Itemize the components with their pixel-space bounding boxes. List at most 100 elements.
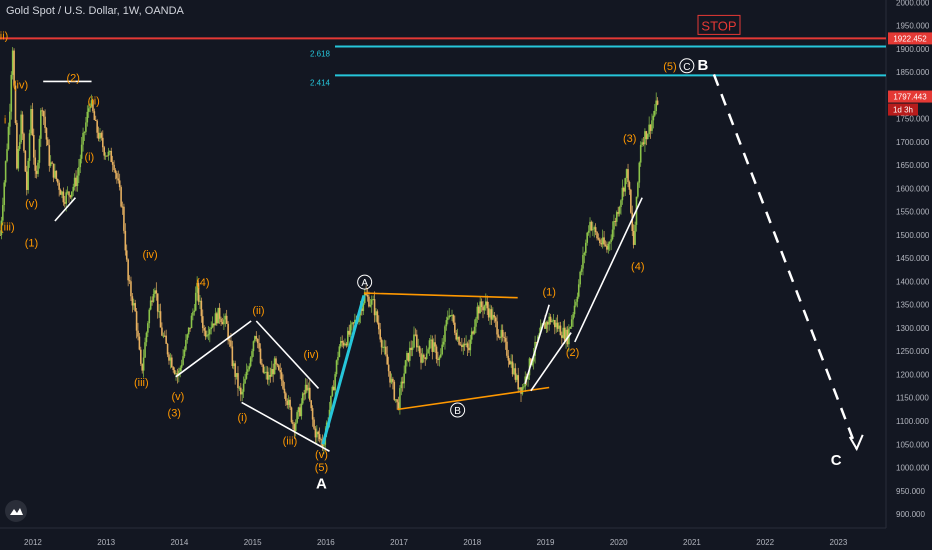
x-tick-label: 2012 (24, 538, 42, 547)
candle-body (59, 189, 62, 195)
candle-body (311, 408, 314, 420)
candle-body (331, 386, 334, 396)
candle-body (106, 155, 108, 157)
candle-body (21, 114, 24, 134)
candle-body (168, 354, 170, 361)
candle-body (653, 110, 656, 116)
candle-body (476, 306, 479, 319)
candle-body (262, 364, 265, 373)
candle-body (599, 239, 601, 244)
candle-body (387, 364, 390, 372)
candle-body (101, 137, 104, 148)
candle-body (587, 230, 590, 233)
candle-body (372, 299, 374, 301)
trendline (255, 320, 320, 389)
candle-body (313, 419, 315, 429)
candle-body (72, 186, 75, 192)
x-tick-label: 2017 (390, 538, 408, 547)
candle-body (363, 293, 366, 304)
x-tick-label: 2020 (610, 538, 628, 547)
candle-body (83, 131, 86, 133)
candle-body (156, 293, 159, 312)
candle-body (10, 74, 13, 112)
y-tick-label: 1850.000 (896, 68, 930, 77)
trendline (524, 304, 550, 385)
candle-body (209, 329, 211, 335)
wave-label: (ii) (252, 305, 264, 317)
candle-body (573, 305, 576, 315)
candle-body (469, 339, 472, 351)
candle-body (199, 300, 201, 302)
candle-body (241, 391, 243, 395)
candle-body (92, 100, 94, 112)
candle-body (280, 372, 283, 381)
candle-body (193, 310, 196, 313)
candle-body (451, 314, 453, 316)
y-tick-label: 1700.000 (896, 138, 930, 147)
candle-body (523, 386, 525, 388)
candle-body (579, 271, 581, 285)
candle-body (421, 354, 424, 363)
candle-body (323, 444, 325, 447)
candle-body (7, 126, 10, 150)
trendline (175, 320, 252, 378)
candle-body (290, 407, 293, 423)
x-tick-label: 2016 (317, 538, 335, 547)
candle-body (85, 122, 87, 132)
candle-body (361, 308, 363, 312)
candle-body (583, 252, 586, 255)
candle-body (140, 349, 142, 364)
candle-body (142, 357, 145, 371)
candle-body (134, 303, 136, 312)
wave-label: (i) (237, 412, 247, 424)
candle-body (214, 313, 217, 326)
candle-body (235, 373, 238, 377)
candle-body (25, 171, 28, 190)
y-tick-label: 1450.000 (896, 254, 930, 263)
candle-body (118, 180, 121, 188)
candle-body (420, 353, 422, 363)
candle-body (617, 212, 619, 214)
candle-body (406, 352, 408, 361)
candle-body (96, 120, 98, 133)
candle-body (123, 206, 125, 231)
candle-body (614, 220, 617, 222)
candle-body (456, 336, 459, 340)
candle-body (370, 299, 373, 305)
trendline (241, 401, 330, 452)
candle-body (434, 342, 436, 347)
candle-body (166, 343, 169, 355)
candle-body (639, 145, 642, 163)
candle-body (339, 340, 342, 347)
wave-label: B (698, 57, 709, 74)
candle-body (590, 221, 593, 231)
candle-body (354, 319, 356, 323)
candle-body (389, 371, 391, 383)
fib-level-label: 2.618 (310, 50, 331, 59)
candle-body (42, 111, 45, 117)
candle-body (224, 315, 227, 320)
candle-body (625, 169, 628, 179)
candle-body (348, 330, 351, 335)
candle-body (492, 314, 494, 320)
candle-body (124, 230, 127, 251)
candle-body (128, 280, 131, 282)
trendline (397, 386, 550, 411)
candle-body (182, 356, 184, 365)
wave-label: (iv) (142, 249, 157, 261)
candle-body (379, 329, 381, 340)
candle-body (442, 341, 445, 345)
candle-body (135, 311, 138, 331)
tradingview-mountain-icon[interactable] (5, 500, 27, 522)
candle-body (99, 132, 101, 139)
wave-label: A (361, 278, 368, 289)
candle-body (56, 179, 59, 183)
candle-body (570, 319, 573, 327)
candle-body (656, 100, 659, 105)
price-badge (888, 32, 932, 45)
y-tick-label: 1400.000 (896, 277, 930, 286)
candle-body (103, 147, 106, 156)
candle-body (651, 120, 653, 131)
candle-body (63, 202, 66, 204)
